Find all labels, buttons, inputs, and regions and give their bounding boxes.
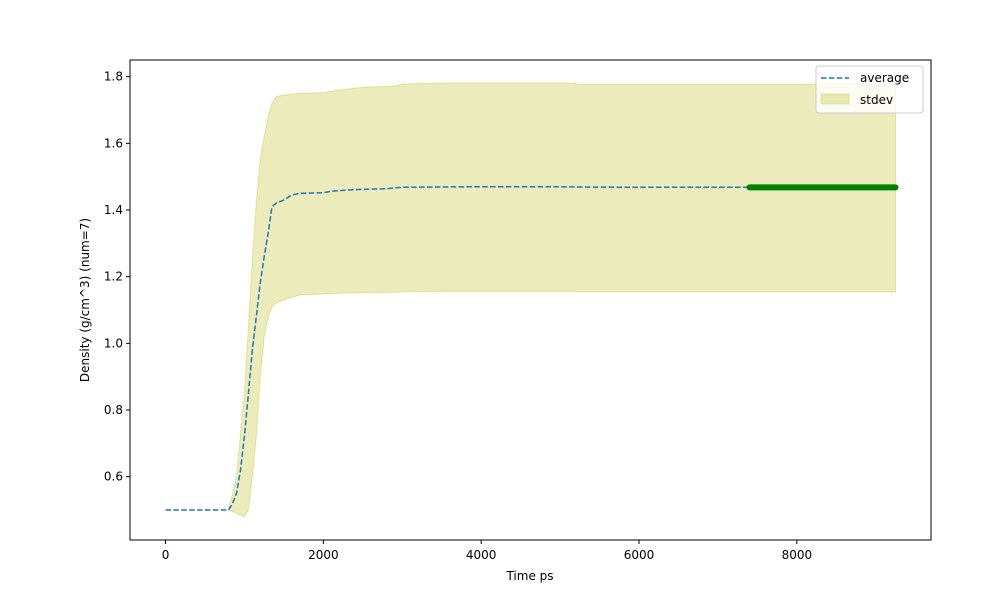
x-tick-label: 4000 (466, 548, 497, 562)
x-tick-label: 8000 (782, 548, 813, 562)
legend-stdev-label: stdev (860, 93, 893, 107)
y-tick-label: 0.6 (104, 470, 123, 484)
y-tick-label: 1.8 (104, 70, 123, 84)
y-axis: 0.6 0.8 1.0 1.2 1.4 1.6 1.8 (104, 70, 130, 484)
legend-stdev-swatch (820, 93, 850, 105)
x-axis-label: Time ps (505, 569, 553, 583)
y-tick-label: 1.4 (104, 203, 123, 217)
plot-area (165, 82, 899, 518)
y-axis-label: Density (g/cm^3) (num=7) (78, 218, 92, 382)
legend-frame (815, 65, 924, 114)
y-tick-label: 1.0 (104, 336, 123, 350)
x-tick-label: 6000 (624, 548, 655, 562)
y-tick-label: 1.2 (104, 270, 123, 284)
y-tick-label: 1.6 (104, 136, 123, 150)
axes-frame (129, 59, 932, 541)
x-tick-label: 2000 (308, 548, 339, 562)
y-tick-label: 0.8 (104, 403, 123, 417)
x-axis: 0 2000 4000 6000 8000 (162, 540, 812, 562)
legend: average stdev (815, 65, 924, 114)
series-average-line (165, 185, 896, 511)
x-tick-label: 0 (162, 548, 170, 562)
legend-average-label: average (860, 71, 909, 85)
